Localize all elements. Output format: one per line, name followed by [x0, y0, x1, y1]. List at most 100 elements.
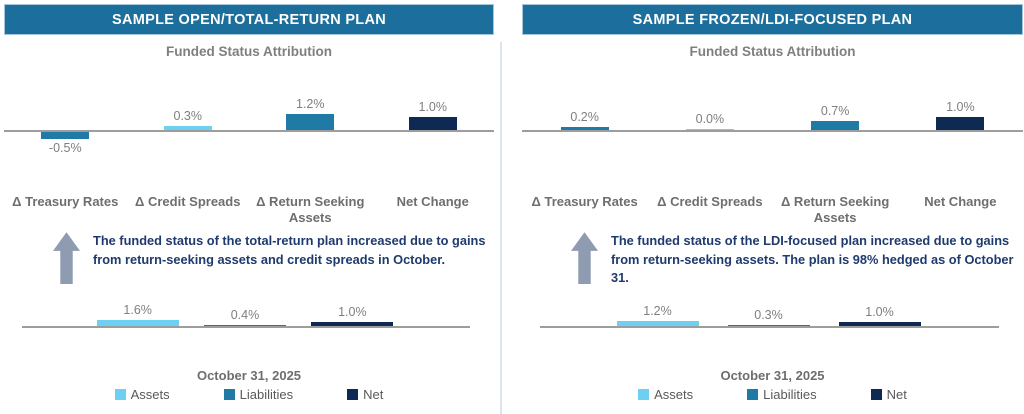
- chart-column: 1.0%: [898, 100, 1023, 130]
- chart-axis-line: [540, 326, 999, 329]
- legend-label-net: Net: [886, 387, 907, 403]
- chart-column: 0.3%: [713, 308, 824, 327]
- category-label-credit-spreads: Δ Credit Spreads: [657, 194, 763, 209]
- legend-item-net: Net: [870, 387, 907, 403]
- return-seeking-assets-bar: [811, 120, 860, 130]
- liabilities-bar: [203, 324, 286, 327]
- legend-label-liabilities: Liabilities: [763, 387, 817, 403]
- assets-bar: [96, 319, 179, 327]
- chart-axis-line: [522, 130, 1023, 132]
- bar-value-label: 0.7%: [820, 103, 850, 118]
- category-label-return-seeking-assets: Δ Return Seeking Assets: [780, 194, 890, 225]
- liabilities-bar: [727, 325, 810, 327]
- chart-column: -0.5%: [4, 132, 127, 156]
- chart-positive-area: 1.2% 0.3% 1.0%: [602, 302, 935, 327]
- bar-value-label: 1.2%: [643, 304, 672, 319]
- bar-value-label: 1.2%: [296, 97, 325, 112]
- category-labels-row: Δ Treasury Rates Δ Credit Spreads Δ Retu…: [4, 194, 494, 225]
- net-change-bar: [936, 117, 985, 130]
- chart-axis-line: [22, 326, 470, 329]
- legend: Assets Liabilities Net: [522, 387, 1023, 402]
- net-change-bar: [408, 117, 457, 130]
- treasury-rates-bar: [560, 127, 609, 130]
- credit-spreads-bar: [163, 126, 212, 130]
- chart-column: 1.2%: [249, 97, 372, 130]
- bar-value-label: 1.6%: [123, 302, 152, 317]
- chart-column: 1.2%: [602, 304, 713, 327]
- bar-value-label: 1.0%: [418, 100, 448, 114]
- category-label-credit-spreads: Δ Credit Spreads: [135, 194, 241, 209]
- chart-column: 1.0%: [824, 305, 935, 327]
- bar-value-label: -0.5%: [48, 140, 82, 155]
- funded-status-attribution-chart: 0.3% 1.2% 1.0% -0.5%: [4, 60, 494, 158]
- legend-item-assets: Assets: [114, 387, 170, 403]
- panel-open-total-return-plan: SAMPLE OPEN/TOTAL-RETURN PLAN Funded Sta…: [0, 0, 500, 414]
- date-label: October 31, 2025: [196, 368, 302, 384]
- chart-column: 0.0%: [647, 112, 772, 130]
- legend-item-assets: Assets: [638, 387, 693, 402]
- chart-positive-area: 1.6% 0.4% 1.0%: [84, 302, 406, 327]
- monthly-change-chart: 1.2% 0.3% 1.0%: [522, 302, 1023, 329]
- chart-title: Funded Status Attribution: [689, 44, 856, 59]
- chart-positive-area: 0.2% 0.0% 0.7% 1.0%: [522, 60, 1023, 130]
- up-arrow-icon: [571, 232, 598, 285]
- legend-label-assets: Assets: [130, 387, 170, 403]
- net-bar: [311, 322, 394, 327]
- commentary-block: The funded status of the total-return pl…: [4, 232, 494, 288]
- bar-value-label: 0.3%: [754, 308, 783, 322]
- net-swatch-icon: [870, 389, 882, 401]
- commentary-block: The funded status of the LDI-focused pla…: [522, 232, 1023, 288]
- chart-column: 1.6%: [84, 302, 191, 327]
- credit-spreads-bar: [685, 129, 734, 130]
- chart-column: 0.4%: [191, 308, 298, 327]
- liabilities-swatch-icon: [747, 389, 759, 401]
- panel-title-bar: SAMPLE OPEN/TOTAL-RETURN PLAN: [4, 4, 494, 35]
- chart-column: 1.0%: [299, 305, 406, 327]
- bar-value-label: 1.0%: [865, 305, 894, 320]
- monthly-change-chart: 1.6% 0.4% 1.0%: [4, 302, 494, 329]
- bar-value-label: 0.0%: [695, 112, 725, 126]
- assets-bar: [616, 321, 699, 327]
- legend-label-assets: Assets: [654, 387, 694, 403]
- bar-value-label: 1.0%: [338, 305, 367, 320]
- liabilities-swatch-icon: [223, 389, 235, 401]
- bar-value-label: 0.4%: [230, 307, 260, 322]
- net-swatch-icon: [347, 389, 359, 401]
- bar-value-label: 1.0%: [946, 100, 975, 114]
- chart-positive-area: 0.3% 1.2% 1.0%: [4, 60, 494, 130]
- funded-status-attribution-chart: 0.2% 0.0% 0.7% 1.0%: [522, 60, 1023, 158]
- chart-title: Funded Status Attribution: [166, 44, 332, 59]
- return-seeking-assets-bar: [286, 114, 335, 130]
- chart-column: 0.2%: [522, 110, 647, 130]
- chart-axis-line: [4, 130, 494, 132]
- category-label-net-change: Net Change: [924, 194, 997, 209]
- category-label-treasury-rates: Δ Treasury Rates: [531, 194, 638, 209]
- legend-label-liabilities: Liabilities: [239, 387, 294, 403]
- bar-value-label: 0.2%: [570, 110, 599, 125]
- category-labels-row: Δ Treasury Rates Δ Credit Spreads Δ Retu…: [522, 194, 1023, 225]
- bar-value-label: 0.3%: [173, 109, 203, 124]
- legend-item-liabilities: Liabilities: [747, 387, 817, 403]
- legend-item-net: Net: [347, 387, 383, 402]
- panel-title-bar: SAMPLE FROZEN/LDI-FOCUSED PLAN: [522, 4, 1023, 35]
- panel-divider: [500, 42, 502, 414]
- assets-swatch-icon: [638, 389, 650, 401]
- category-label-return-seeking-assets: Δ Return Seeking Assets: [256, 194, 365, 225]
- chart-negative-area: [522, 132, 1023, 158]
- commentary-text: The funded status of the LDI-focused pla…: [611, 233, 1014, 286]
- net-bar: [838, 322, 921, 327]
- up-arrow-icon: [53, 232, 80, 285]
- date-label: October 31, 2025: [720, 368, 825, 384]
- assets-swatch-icon: [114, 389, 126, 401]
- panel-frozen-ldi-focused-plan: SAMPLE FROZEN/LDI-FOCUSED PLAN Funded St…: [502, 0, 1024, 414]
- legend-label-net: Net: [363, 387, 384, 403]
- chart-column: 0.3%: [127, 109, 250, 130]
- panel-title: SAMPLE FROZEN/LDI-FOCUSED PLAN: [632, 11, 913, 28]
- chart-column: 1.0%: [372, 100, 495, 130]
- commentary-text: The funded status of the total-return pl…: [93, 233, 486, 267]
- legend-item-liabilities: Liabilities: [223, 387, 294, 403]
- category-label-treasury-rates: Δ Treasury Rates: [12, 194, 119, 209]
- treasury-rates-bar: [41, 132, 90, 139]
- chart-column: 0.7%: [773, 104, 898, 130]
